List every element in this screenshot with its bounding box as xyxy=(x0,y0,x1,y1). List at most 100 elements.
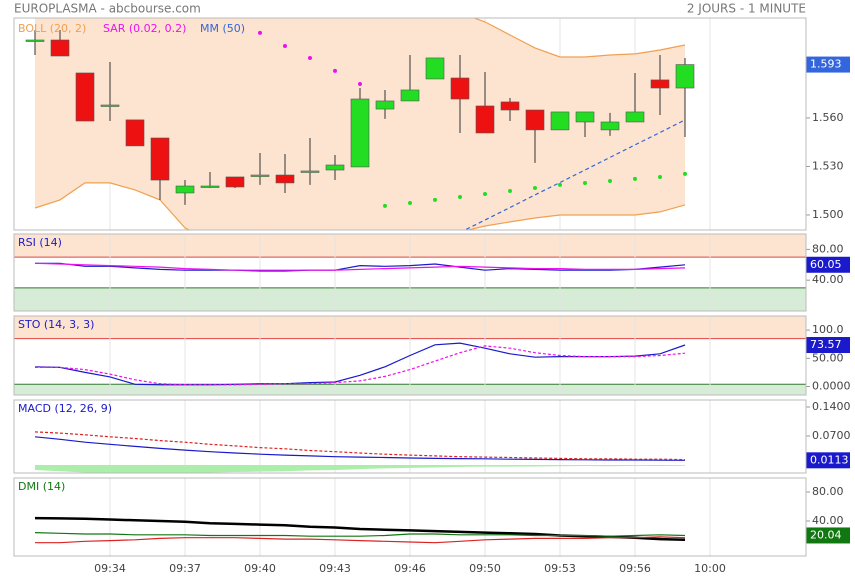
value-badge-label: 60.05 xyxy=(810,258,842,271)
sar-dot xyxy=(558,182,562,187)
panel xyxy=(14,400,806,473)
indicator-line xyxy=(34,342,686,386)
x-tick-label: 09:56 xyxy=(619,562,651,575)
indicator-line xyxy=(34,436,686,461)
y-tick-label: 1.560 xyxy=(812,111,844,124)
candle-body xyxy=(200,185,220,188)
candle-body xyxy=(350,98,370,168)
value-badge-label: 0.0113 xyxy=(810,453,849,466)
x-tick-label: 09:50 xyxy=(469,562,501,575)
indicator-line xyxy=(34,431,686,461)
panel-title: DMI (14) xyxy=(18,480,65,493)
candle-body xyxy=(675,64,695,89)
candle-body xyxy=(400,89,420,102)
value-badge xyxy=(806,256,850,273)
x-tick-label: 09:43 xyxy=(319,562,351,575)
indicator-line xyxy=(34,262,686,271)
sar-dot xyxy=(583,180,587,185)
panel-frame xyxy=(13,477,807,557)
y-tick-label: 50.00 xyxy=(812,351,844,364)
panel xyxy=(14,18,806,230)
panel-title: STO (14, 3, 3) xyxy=(18,318,94,331)
y-tick-label: 0.1400 xyxy=(812,400,851,413)
sar-dot xyxy=(508,189,512,194)
y-tick-label: 0.0000 xyxy=(812,380,851,393)
indicator-line xyxy=(35,536,686,544)
y-tick-label: 80.00 xyxy=(812,242,844,255)
candle-body xyxy=(225,176,245,188)
candle-body xyxy=(550,111,570,131)
panel-frame xyxy=(13,399,807,474)
indicator-line xyxy=(35,262,686,272)
y-tick-label: 1.530 xyxy=(812,159,844,172)
value-badge-label: 1.593 xyxy=(810,58,842,71)
y-tick-label: 0.0700 xyxy=(812,429,851,442)
candle-body xyxy=(75,72,95,122)
candle-body xyxy=(575,111,595,123)
candle-body xyxy=(525,109,545,131)
candle-body xyxy=(475,105,495,134)
value-badge-label: 20.04 xyxy=(810,528,842,541)
candle-body xyxy=(150,137,170,181)
candle-body xyxy=(275,174,295,184)
panel xyxy=(14,234,806,311)
candle-body xyxy=(175,185,195,194)
bollinger-upper xyxy=(472,18,686,58)
legend-entry: MM (50) xyxy=(200,22,245,35)
sar-dot xyxy=(683,171,687,176)
panel-title: MACD (12, 26, 9) xyxy=(18,402,112,415)
sar-dot xyxy=(383,203,387,208)
sar-dot xyxy=(283,43,287,48)
value-badge xyxy=(806,452,850,469)
candle-body xyxy=(375,100,395,110)
sar-dot xyxy=(608,179,612,184)
candle-body xyxy=(450,77,470,100)
panel-frame xyxy=(13,233,807,312)
candle-body xyxy=(300,170,320,173)
x-tick-label: 09:46 xyxy=(394,562,426,575)
sar-dot xyxy=(358,81,362,86)
sar-dot xyxy=(333,68,337,73)
bollinger-lower xyxy=(34,182,686,230)
candle-body xyxy=(250,174,270,177)
sar-dot xyxy=(483,191,487,196)
value-badge xyxy=(806,56,850,73)
histogram-area xyxy=(35,465,685,473)
sar-dot xyxy=(433,197,437,202)
panel xyxy=(14,316,806,395)
legend-entry: BOLL (20, 2) xyxy=(18,22,86,35)
candle-body xyxy=(500,101,520,111)
page-title: EUROPLASMA - abcbourse.com xyxy=(14,2,201,16)
y-tick-label: 40.00 xyxy=(812,273,844,286)
candle-body xyxy=(100,104,120,107)
candle-body xyxy=(325,164,345,171)
sar-dot xyxy=(533,185,537,190)
value-badge-label: 73.57 xyxy=(810,338,842,351)
candle-body xyxy=(25,39,45,42)
candle-body xyxy=(425,57,445,80)
panel-frame xyxy=(13,17,807,231)
indicator-line xyxy=(34,532,686,537)
y-tick-label: 100.0 xyxy=(812,323,844,336)
indicator-line xyxy=(35,345,686,386)
x-tick-label: 09:34 xyxy=(94,562,126,575)
panel-frame xyxy=(13,315,807,396)
candle-body xyxy=(50,39,70,57)
y-tick-label: 80.00 xyxy=(812,485,844,498)
panel xyxy=(14,478,806,556)
value-badge xyxy=(806,527,850,544)
sar-dot xyxy=(658,174,662,179)
sar-dot xyxy=(458,195,462,200)
x-tick-label: 09:37 xyxy=(169,562,201,575)
sar-dot xyxy=(308,55,312,60)
y-tick-label: 40.00 xyxy=(812,514,844,527)
sar-dot xyxy=(258,30,262,35)
x-tick-label: 09:53 xyxy=(544,562,576,575)
x-tick-label: 10:00 xyxy=(694,562,726,575)
panel-title: RSI (14) xyxy=(18,236,62,249)
y-tick-label: 1.500 xyxy=(812,208,844,221)
sar-dot xyxy=(408,200,412,205)
sar-dot xyxy=(633,176,637,181)
period: 2 JOURS - 1 MINUTE xyxy=(687,2,806,16)
